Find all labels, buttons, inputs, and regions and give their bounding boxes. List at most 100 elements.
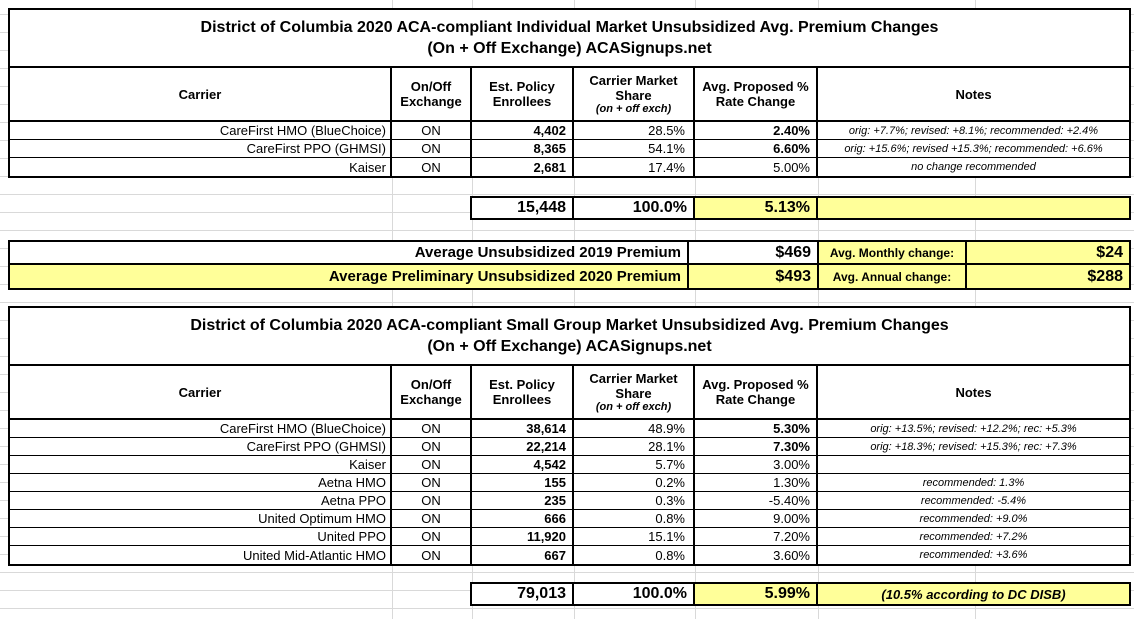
header-rate-change: Avg. Proposed % Rate Change — [695, 68, 818, 120]
enrollees-cell: 4,402 — [472, 122, 574, 139]
table-body: CareFirst HMO (BlueChoice) ON 4,402 28.5% 2.… — [10, 122, 1129, 176]
market-share-cell: 0.8% — [574, 546, 695, 564]
total-enrollees: 15,448 — [472, 198, 574, 218]
rate-change-cell: 7.30% — [695, 438, 818, 455]
summary-value: $493 — [689, 265, 819, 288]
table-row: Kaiser ON 4,542 5.7% 3.00% — [10, 456, 1129, 474]
enrollees-cell: 8,365 — [472, 140, 574, 157]
monthly-change-label: Avg. Monthly change: — [819, 242, 967, 263]
table-title-line2: (On + Off Exchange) ACASignups.net — [427, 338, 712, 355]
exchange-cell: ON — [392, 510, 472, 527]
table-row: CareFirst HMO (BlueChoice) ON 4,402 28.5% 2.… — [10, 122, 1129, 140]
notes-cell: orig: +7.7%; revised: +8.1%; recommended… — [848, 124, 1099, 137]
total-note — [818, 198, 1129, 218]
market-share-cell: 0.8% — [574, 510, 695, 527]
table-row: CareFirst PPO (GHMSI) ON 22,214 28.1% 7.30% o… — [10, 438, 1129, 456]
market-share-cell: 5.7% — [574, 456, 695, 473]
carrier-cell: CareFirst PPO (GHMSI) — [10, 438, 392, 455]
carrier-cell: Kaiser — [10, 158, 392, 176]
table-row: Aetna HMO ON 155 0.2% 1.30% recommended: 1.3% — [10, 474, 1129, 492]
notes-cell: recommended: +3.6% — [919, 549, 1028, 561]
individual-totals-row: 15,448 100.0% 5.13% — [470, 196, 1131, 220]
notes-cell: orig: +18.3%; revised: +15.3%; rec: +7.3… — [870, 440, 1077, 453]
notes-cell — [818, 456, 1129, 473]
table-header-row: Carrier On/Off Exchange Est. Policy Enro… — [10, 68, 1129, 122]
summary-label: Average Unsubsidized 2019 Premium — [10, 242, 689, 263]
table-row: United Optimum HMO ON 666 0.8% 9.00% recommen… — [10, 510, 1129, 528]
table-body: CareFirst HMO (BlueChoice) ON 38,614 48.9% 5… — [10, 420, 1129, 564]
notes-cell: no change recommended — [911, 161, 1036, 173]
header-enrollees: Est. Policy Enrollees — [472, 366, 574, 418]
header-carrier: Carrier — [10, 366, 392, 418]
header-market-share: Carrier Market Share (on + off exch) — [574, 366, 695, 418]
exchange-cell: ON — [392, 438, 472, 455]
enrollees-cell: 667 — [472, 546, 574, 564]
exchange-cell: ON — [392, 474, 472, 491]
header-rate-change: Avg. Proposed % Rate Change — [695, 366, 818, 418]
carrier-cell: Aetna HMO — [10, 474, 392, 491]
enrollees-cell: 235 — [472, 492, 574, 509]
rate-change-cell: 3.00% — [695, 456, 818, 473]
rate-change-cell: 2.40% — [695, 122, 818, 139]
total-enrollees: 79,013 — [472, 584, 574, 604]
rate-change-cell: 5.30% — [695, 420, 818, 437]
individual-market-table: District of Columbia 2020 ACA-compliant … — [8, 8, 1131, 178]
enrollees-cell: 2,681 — [472, 158, 574, 176]
header-market-share-sub: (on + off exch) — [595, 103, 672, 115]
small-group-market-table: District of Columbia 2020 ACA-compliant … — [8, 306, 1131, 566]
table-title: District of Columbia 2020 ACA-compliant … — [10, 10, 1129, 68]
market-share-cell: 0.3% — [574, 492, 695, 509]
gridline — [0, 302, 1134, 303]
annual-change-label: Avg. Annual change: — [819, 265, 967, 288]
rate-change-cell: 1.30% — [695, 474, 818, 491]
carrier-cell: Kaiser — [10, 456, 392, 473]
rate-change-cell: 6.60% — [695, 140, 818, 157]
rate-change-cell: 3.60% — [695, 546, 818, 564]
market-share-cell: 15.1% — [574, 528, 695, 545]
monthly-change-value: $24 — [967, 242, 1129, 263]
header-enrollees: Est. Policy Enrollees — [472, 68, 574, 120]
market-share-cell: 17.4% — [574, 158, 695, 176]
header-exchange: On/Off Exchange — [392, 366, 472, 418]
enrollees-cell: 4,542 — [472, 456, 574, 473]
enrollees-cell: 38,614 — [472, 420, 574, 437]
market-share-cell: 54.1% — [574, 140, 695, 157]
header-carrier: Carrier — [10, 68, 392, 120]
carrier-cell: United PPO — [10, 528, 392, 545]
table-row: CareFirst HMO (BlueChoice) ON 38,614 48.9% 5… — [10, 420, 1129, 438]
rate-change-cell: 5.00% — [695, 158, 818, 176]
notes-cell: recommended: +9.0% — [919, 512, 1028, 525]
table-row: Kaiser ON 2,681 17.4% 5.00% no change recomme… — [10, 158, 1129, 176]
table-title: District of Columbia 2020 ACA-compliant … — [10, 308, 1129, 366]
rate-change-cell: 7.20% — [695, 528, 818, 545]
header-exchange: On/Off Exchange — [392, 68, 472, 120]
market-share-cell: 48.9% — [574, 420, 695, 437]
total-market-share: 100.0% — [574, 198, 695, 218]
notes-cell: recommended: +7.2% — [919, 530, 1028, 543]
exchange-cell: ON — [392, 546, 472, 564]
notes-cell: orig: +13.5%; revised: +12.2%; rec: +5.3… — [870, 422, 1077, 435]
average-premium-summary: Average Unsubsidized 2019 Premium $469 A… — [8, 240, 1131, 290]
summary-row-2019: Average Unsubsidized 2019 Premium $469 A… — [10, 242, 1129, 265]
table-row: Aetna PPO ON 235 0.3% -5.40% recommended: -5.… — [10, 492, 1129, 510]
total-note: (10.5% according to DC DISB) — [818, 584, 1129, 604]
enrollees-cell: 22,214 — [472, 438, 574, 455]
gridline — [0, 230, 1134, 231]
table-header-row: Carrier On/Off Exchange Est. Policy Enro… — [10, 366, 1129, 420]
exchange-cell: ON — [392, 122, 472, 139]
table-row: United Mid-Atlantic HMO ON 667 0.8% 3.60% rec… — [10, 546, 1129, 564]
carrier-cell: CareFirst HMO (BlueChoice) — [10, 420, 392, 437]
exchange-cell: ON — [392, 456, 472, 473]
exchange-cell: ON — [392, 158, 472, 176]
table-row: CareFirst PPO (GHMSI) ON 8,365 54.1% 6.60% or… — [10, 140, 1129, 158]
carrier-cell: CareFirst HMO (BlueChoice) — [10, 122, 392, 139]
exchange-cell: ON — [392, 140, 472, 157]
total-rate-change: 5.13% — [695, 198, 818, 218]
rate-change-cell: -5.40% — [695, 492, 818, 509]
table-row: United PPO ON 11,920 15.1% 7.20% recommended:… — [10, 528, 1129, 546]
header-market-share: Carrier Market Share (on + off exch) — [574, 68, 695, 120]
exchange-cell: ON — [392, 528, 472, 545]
notes-cell: recommended: -5.4% — [920, 494, 1027, 507]
small-group-totals-row: 79,013 100.0% 5.99% (10.5% according to … — [470, 582, 1131, 606]
carrier-cell: United Mid-Atlantic HMO — [10, 546, 392, 564]
